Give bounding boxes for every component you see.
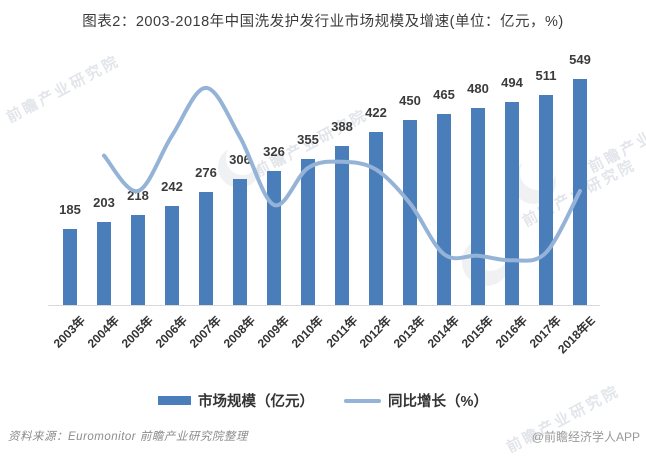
bar (505, 102, 519, 305)
x-tick-label: 2005年 (119, 313, 157, 351)
bar-value-label: 276 (195, 165, 217, 180)
bar (233, 179, 247, 305)
bar-value-label: 326 (263, 144, 285, 159)
bar (165, 206, 179, 305)
chart-title: 图表2：2003-2018年中国洗发护发行业市场规模及增速(单位：亿元，%) (82, 14, 564, 30)
legend-item-growth: 同比增长（%） (344, 390, 488, 411)
bar (403, 120, 417, 305)
bar (301, 159, 315, 305)
legend-item-market-size: 市场规模（亿元） (158, 390, 314, 411)
x-tick-label: 2009年 (255, 313, 293, 351)
bar (335, 146, 349, 305)
bar-value-label: 422 (365, 105, 387, 120)
footer: 资料来源：Euromonitor 前瞻产业研究院整理 @前瞻经济学人APP (0, 426, 646, 448)
x-tick-label: 2007年 (187, 313, 225, 351)
legend: 市场规模（亿元） 同比增长（%） (0, 390, 646, 411)
x-axis-line (48, 305, 600, 306)
x-tick-label: 2014年 (425, 313, 463, 351)
x-tick-label: 2015年 (459, 313, 497, 351)
bar (437, 114, 451, 305)
credit-text: @前瞻经济学人APP (531, 430, 640, 444)
x-tick-label: 2011年 (323, 313, 361, 351)
bar-value-label: 388 (331, 119, 353, 134)
bar (131, 215, 145, 305)
bar-value-label: 185 (59, 202, 81, 217)
bar (369, 132, 383, 305)
bar (539, 95, 553, 305)
bar-value-label: 242 (161, 179, 183, 194)
bar-value-label: 355 (297, 132, 319, 147)
x-tick-label: 2008年 (221, 313, 259, 351)
x-tick-label: 2006年 (153, 313, 191, 351)
bar-swatch-icon (158, 396, 192, 405)
x-tick-label: 2010年 (289, 313, 327, 351)
bar (471, 108, 485, 305)
line-swatch-icon (344, 398, 382, 403)
x-tick-label: 2012年 (357, 313, 395, 351)
bar (199, 192, 213, 305)
bar (97, 222, 111, 305)
bar-value-label: 549 (569, 52, 591, 67)
legend-label-market-size: 市场规模（亿元） (198, 394, 315, 410)
legend-label-growth: 同比增长（%） (388, 394, 488, 410)
source-text: 资料来源：Euromonitor 前瞻产业研究院整理 (8, 431, 248, 443)
bar (573, 79, 587, 305)
bar (267, 171, 281, 305)
x-tick-label: 2004年 (85, 313, 123, 351)
x-tick-label: 2003年 (51, 313, 89, 351)
bar-value-label: 511 (535, 68, 557, 83)
x-tick-label: 2016年 (493, 313, 531, 351)
bar (63, 229, 77, 305)
x-tick-label: 2013年 (391, 313, 429, 351)
